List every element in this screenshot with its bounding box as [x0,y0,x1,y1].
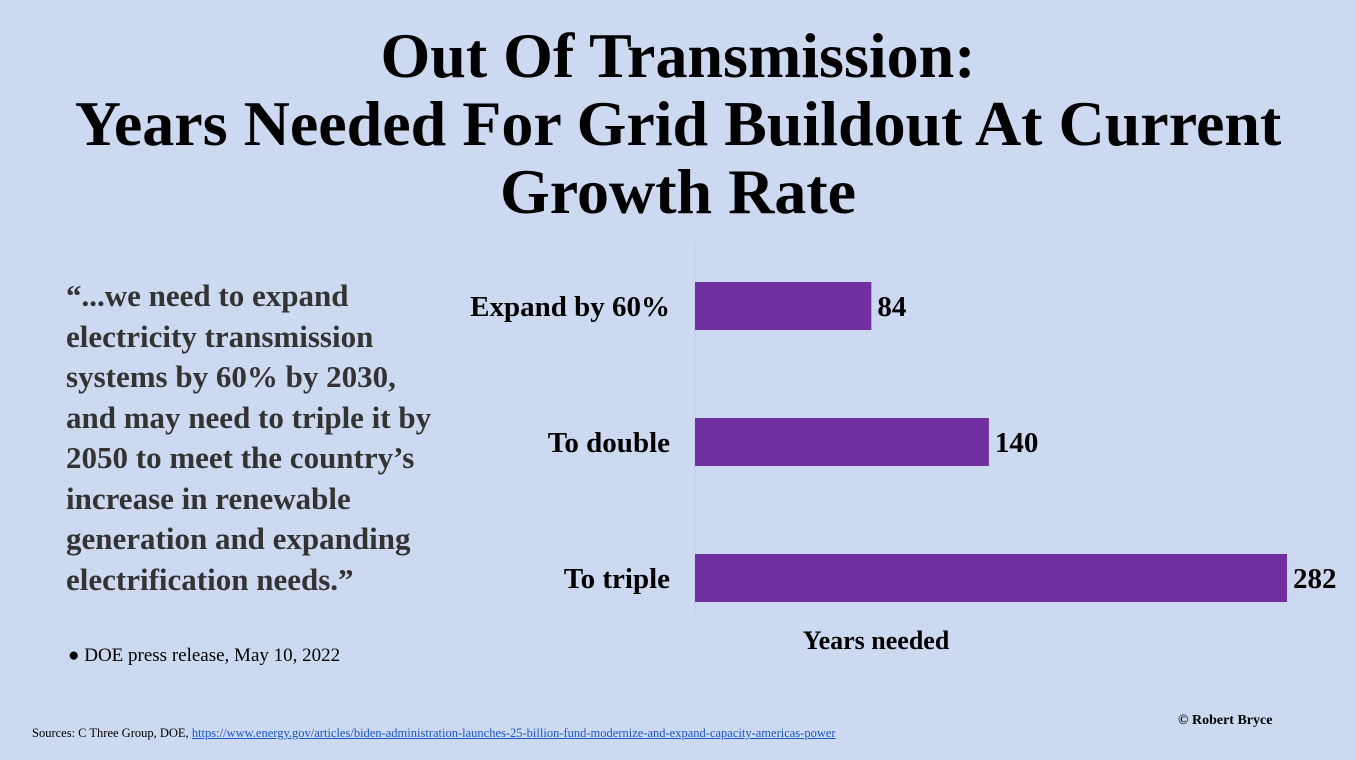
bar [695,418,989,466]
sources-note: Sources: C Three Group, DOE, https://www… [32,726,836,741]
chart-title: Out Of Transmission: Years Needed For Gr… [0,22,1356,226]
value-label: 282 [1293,563,1337,595]
x-axis-label: Years needed [803,626,950,655]
category-label: To double [548,427,670,459]
category-label: To triple [564,563,670,595]
bar [695,554,1287,602]
title-line-1: Out Of Transmission: [380,20,976,91]
sources-link[interactable]: https://www.energy.gov/articles/biden-ad… [191,726,836,740]
category-label: Expand by 60% [470,291,670,323]
quote-source: ● DOE press release, May 10, 2022 [68,645,341,666]
title-line-2: Years Needed For Grid Buildout At Curren… [74,88,1282,159]
bar [695,282,872,330]
bars-layer: Expand by 60% 84 To double 140 To triple 282 Y… [470,282,1337,655]
title-line-3: Growth Rate [499,156,857,227]
copyright: © Robert Bryce [1178,713,1273,728]
doe-quote: “...we need to expand electricity transm… [66,278,432,597]
sources-prefix: Sources: C Three Group, DOE, [32,726,192,740]
value-label: 140 [995,427,1038,459]
value-label: 84 [877,291,906,323]
